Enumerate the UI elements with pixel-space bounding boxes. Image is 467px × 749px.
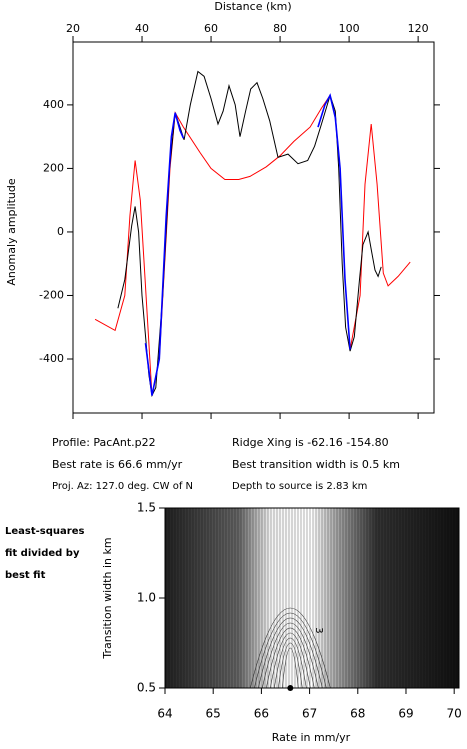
- y-tick-label: 400: [43, 98, 64, 111]
- info-text: Best transition width is 0.5 km: [232, 458, 400, 471]
- x-axis-title: Rate in mm/yr: [272, 731, 351, 744]
- contour-line: [262, 622, 319, 689]
- contour-label: 3: [313, 627, 324, 633]
- y-axis-title: Anomaly amplitude: [5, 178, 18, 286]
- data-line: [144, 93, 351, 396]
- y-tick-label: 1.0: [137, 591, 156, 605]
- side-note: best fit: [5, 570, 46, 581]
- data-line: [117, 70, 382, 398]
- side-note: fit divided by: [5, 548, 80, 559]
- info-text: Best rate is 66.6 mm/yr: [52, 458, 183, 471]
- x-tick-label: 64: [157, 707, 172, 721]
- x-tick-label: 60: [204, 22, 218, 35]
- x-tick-label: 70: [447, 707, 462, 721]
- x-axis-title: Distance (km): [214, 0, 291, 13]
- contour-lines: [165, 508, 459, 688]
- y-tick-label: 1.5: [137, 501, 156, 515]
- y-tick-label: 0: [57, 225, 64, 238]
- x-tick-label: 120: [408, 22, 429, 35]
- x-tick-label: 69: [398, 707, 413, 721]
- info-text: Depth to source is 2.83 km: [232, 481, 367, 492]
- x-tick-label: 65: [206, 707, 221, 721]
- side-note: Least-squares: [5, 526, 84, 537]
- x-tick-label: 100: [339, 22, 360, 35]
- y-tick-label: 200: [43, 161, 64, 174]
- info-text: Profile: PacAnt.p22: [52, 436, 156, 449]
- x-tick-label: 20: [66, 22, 80, 35]
- y-axis-title: Transition width in km: [101, 537, 114, 659]
- info-text: Ridge Xing is -62.16 -154.80: [232, 436, 389, 449]
- x-tick-label: 68: [350, 707, 365, 721]
- x-tick-label: 66: [254, 707, 269, 721]
- contour-line: [278, 642, 303, 689]
- x-tick-label: 80: [273, 22, 287, 35]
- contour-line: [274, 637, 307, 689]
- plot-frame: [72, 41, 435, 414]
- contour-line: [254, 612, 327, 689]
- contour-line: [266, 627, 315, 689]
- best-fit-point: [287, 685, 294, 691]
- data-line: [94, 94, 411, 396]
- y-tick-label: 0.5: [137, 681, 156, 695]
- x-tick-label: 67: [302, 707, 317, 721]
- x-tick-label: 40: [135, 22, 149, 35]
- y-tick-label: -400: [39, 352, 64, 365]
- info-text: Proj. Az: 127.0 deg. CW of N: [52, 481, 193, 492]
- y-tick-label: -200: [39, 288, 64, 301]
- contour-line: [250, 607, 331, 689]
